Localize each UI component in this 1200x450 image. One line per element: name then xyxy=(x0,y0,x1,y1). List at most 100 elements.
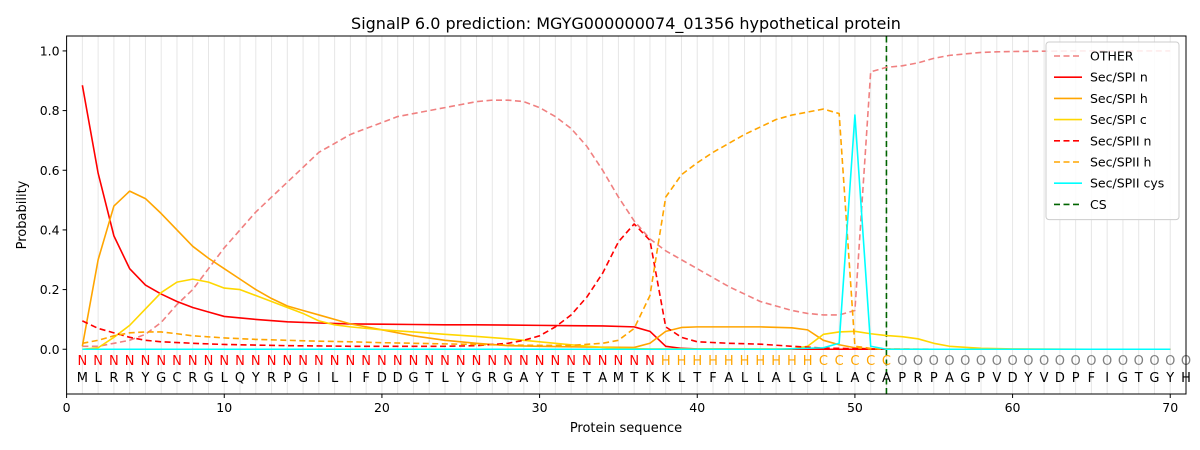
residue-label: G xyxy=(1118,371,1128,386)
legend-box xyxy=(1045,41,1180,221)
residue-label: M xyxy=(77,371,88,386)
residue-label: E xyxy=(567,371,575,386)
residue-label: D xyxy=(1055,371,1065,386)
region-label: C xyxy=(819,354,828,369)
region-label: N xyxy=(141,354,151,369)
region-label: N xyxy=(188,354,198,369)
x-tick-label: 20 xyxy=(374,400,390,415)
residue-label: A xyxy=(850,371,859,386)
region-label: H xyxy=(677,354,687,369)
y-tick-label: 0.8 xyxy=(40,103,60,118)
residue-label: I xyxy=(348,371,352,386)
region-label: H xyxy=(787,354,797,369)
region-label: O xyxy=(976,354,986,369)
legend-entry: Sec/SPI c xyxy=(1090,112,1147,127)
series-line-sec-spii-h xyxy=(82,108,1171,351)
region-label: N xyxy=(77,354,87,369)
legend-entry: Sec/SPI n xyxy=(1090,70,1148,85)
residue-label: G xyxy=(408,371,418,386)
region-label: N xyxy=(251,354,261,369)
x-tick-label: 10 xyxy=(216,400,232,415)
residue-label: Y xyxy=(140,371,149,386)
region-label: O xyxy=(1165,354,1175,369)
residue-label: A xyxy=(945,371,954,386)
residue-label: C xyxy=(866,371,875,386)
region-label: O xyxy=(960,354,970,369)
residue-label: L xyxy=(331,371,339,386)
region-label: N xyxy=(487,354,497,369)
residue-label: I xyxy=(1105,371,1109,386)
region-label: O xyxy=(1102,354,1112,369)
residue-label: G xyxy=(156,371,166,386)
y-tick-label: 0.6 xyxy=(40,163,60,178)
region-label: N xyxy=(235,354,245,369)
residue-label: R xyxy=(488,371,497,386)
residue-label: I xyxy=(317,371,321,386)
region-label: N xyxy=(156,354,166,369)
region-label: N xyxy=(535,354,545,369)
residue-label: P xyxy=(977,371,985,386)
plot-frame xyxy=(66,35,1187,395)
residue-label: V xyxy=(992,371,1001,386)
residue-label: V xyxy=(1040,371,1049,386)
residue-label: A xyxy=(519,371,528,386)
residue-label: M xyxy=(613,371,624,386)
x-axis-ticks: 0 10 20 30 40 50 60 70 xyxy=(63,394,1178,415)
region-label: O xyxy=(1149,354,1159,369)
region-label: O xyxy=(1055,354,1065,369)
residue-label: Y xyxy=(1023,371,1032,386)
series-line-sec-spii-n xyxy=(82,223,1171,351)
series-line-sec-spii-cys xyxy=(82,114,1171,351)
residue-label: P xyxy=(1072,371,1080,386)
residue-label: G xyxy=(1149,371,1159,386)
residue-label: P xyxy=(930,371,938,386)
residue-label: F xyxy=(1088,371,1095,386)
residue-label: G xyxy=(298,371,308,386)
region-label: N xyxy=(440,354,450,369)
series-line-other xyxy=(82,50,1171,348)
region-label: N xyxy=(172,354,182,369)
region-label: N xyxy=(267,354,277,369)
region-label: N xyxy=(582,354,592,369)
region-label: O xyxy=(913,354,923,369)
region-label: O xyxy=(1039,354,1049,369)
x-tick-label: 30 xyxy=(532,400,548,415)
residue-label: D xyxy=(393,371,403,386)
x-tick-label: 40 xyxy=(689,400,705,415)
legend-entry: Sec/SPII cys xyxy=(1090,176,1164,191)
region-label: O xyxy=(897,354,907,369)
residue-label: L xyxy=(95,371,103,386)
legend-entry: CS xyxy=(1090,197,1107,212)
region-label: N xyxy=(629,354,639,369)
sequence-annotation: NMNLNRNRNYNGNCNRNGNLNQNYNRNPNGNINLNINFND… xyxy=(77,354,1191,386)
region-label: N xyxy=(93,354,103,369)
region-label: N xyxy=(361,354,371,369)
legend-entry: OTHER xyxy=(1090,49,1134,64)
y-axis-label: Probability xyxy=(15,180,30,249)
residue-label: Y xyxy=(456,371,465,386)
y-tick-label: 0.0 xyxy=(40,342,60,357)
region-label: N xyxy=(314,354,324,369)
legend-entry: Sec/SPII n xyxy=(1090,133,1151,148)
region-label: N xyxy=(566,354,576,369)
series-lines xyxy=(81,50,1171,351)
region-label: N xyxy=(645,354,655,369)
region-label: H xyxy=(755,354,765,369)
region-label: N xyxy=(330,354,340,369)
region-label: N xyxy=(282,354,292,369)
region-label: N xyxy=(503,354,513,369)
residue-label: L xyxy=(741,371,749,386)
residue-label: G xyxy=(960,371,970,386)
residue-label: F xyxy=(362,371,369,386)
region-label: N xyxy=(109,354,119,369)
residue-label: T xyxy=(692,371,701,386)
x-tick-label: 60 xyxy=(1005,400,1021,415)
residue-label: G xyxy=(203,371,213,386)
region-label: O xyxy=(992,354,1002,369)
residue-label: L xyxy=(836,371,844,386)
region-label: O xyxy=(1086,354,1096,369)
region-label: N xyxy=(298,354,308,369)
residue-label: L xyxy=(820,371,828,386)
region-label: H xyxy=(740,354,750,369)
